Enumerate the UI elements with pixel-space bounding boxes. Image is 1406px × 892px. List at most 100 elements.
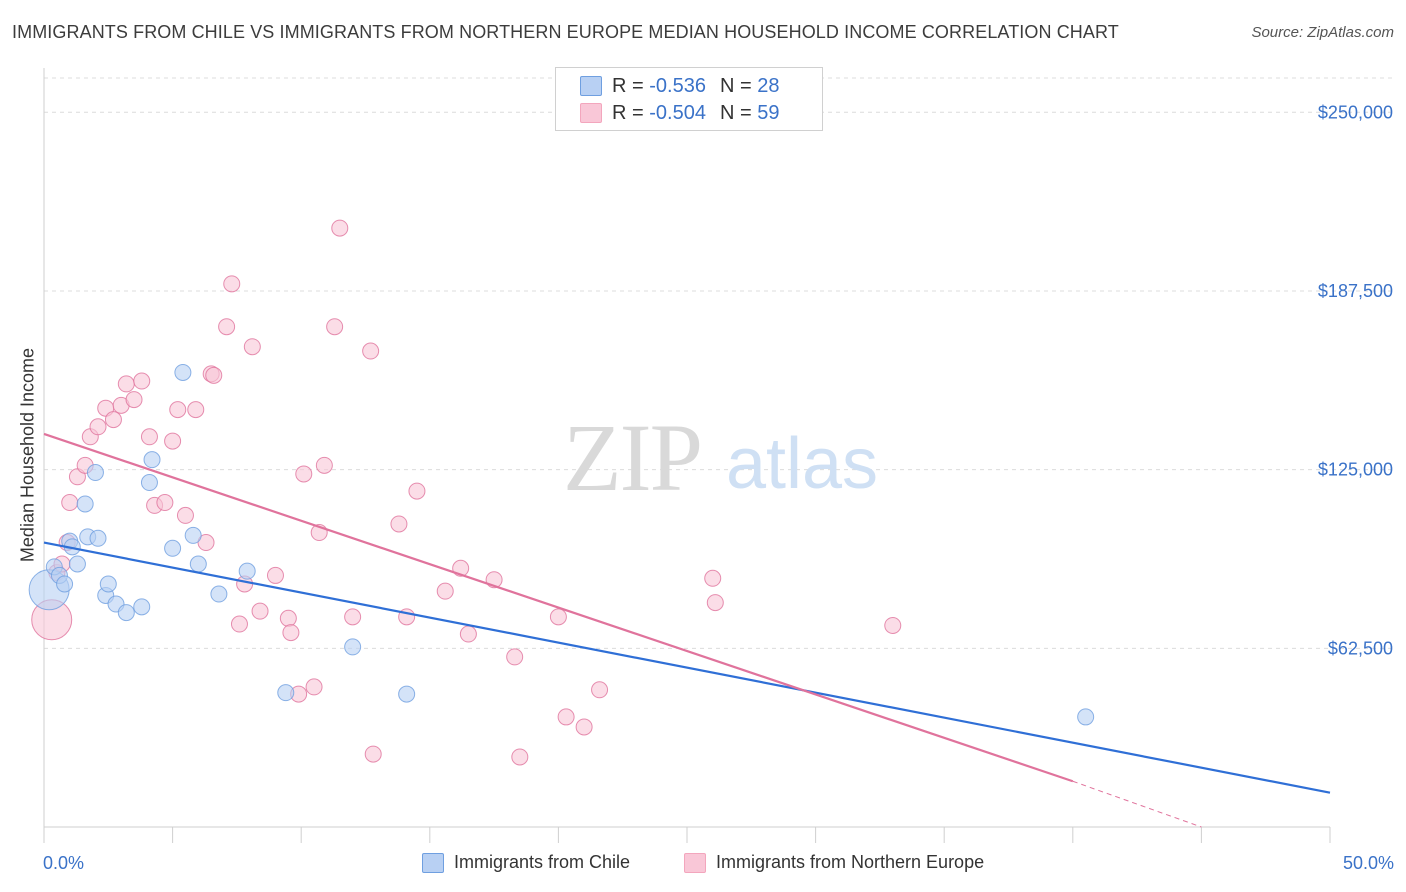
data-point (436, 582, 454, 600)
x-axis (43, 68, 1331, 843)
data-point (164, 432, 182, 450)
data-point (243, 338, 261, 356)
data-point (344, 608, 362, 626)
data-point (344, 638, 362, 656)
data-point (277, 684, 295, 702)
trend-line (43, 432, 1074, 783)
data-point (331, 219, 349, 237)
legend-item-chile[interactable]: Immigrants from Chile (422, 852, 630, 873)
series-legend: Immigrants from Chile Immigrants from No… (0, 852, 1406, 878)
legend-row-chile: R = -0.536 N = 28 (580, 73, 779, 99)
y-tick-label: $125,000 (1318, 460, 1393, 480)
data-point (133, 598, 151, 616)
data-point (884, 616, 902, 634)
data-point (549, 608, 567, 626)
data-point (86, 464, 104, 482)
data-point (704, 569, 722, 587)
data-point (223, 275, 241, 293)
data-point (315, 456, 333, 474)
data-point (117, 604, 135, 622)
watermark: ZIP atlas (563, 404, 878, 511)
data-point (459, 625, 477, 643)
data-point (76, 495, 94, 513)
data-point (99, 575, 117, 593)
data-point (117, 375, 135, 393)
data-point (282, 624, 300, 642)
legend-swatch-chile (422, 852, 444, 873)
data-point (511, 748, 529, 766)
watermark-zip: ZIP (563, 404, 701, 511)
data-point (706, 594, 724, 612)
data-point (174, 363, 192, 381)
data-point (364, 745, 382, 763)
data-point (238, 562, 256, 580)
data-point (362, 342, 380, 360)
legend-swatch-northern-europe (684, 852, 706, 873)
legend-swatch-northern-europe (580, 103, 602, 123)
data-point (156, 494, 174, 512)
data-point (210, 585, 228, 603)
data-point (189, 555, 207, 573)
trend-line-extension (1072, 780, 1202, 828)
legend-r-label: R = (612, 74, 644, 97)
data-point (305, 678, 323, 696)
y-tick-label: $250,000 (1318, 102, 1393, 122)
data-point (279, 609, 297, 627)
data-point (295, 465, 313, 483)
data-point (89, 529, 107, 547)
legend-swatch-chile (580, 76, 602, 96)
legend-label-northern-europe: Immigrants from Northern Europe (716, 852, 985, 872)
legend-n-label: N = (719, 101, 752, 124)
y-tick-label: $187,500 (1318, 281, 1393, 301)
watermark-atlas: atlas (726, 424, 878, 504)
data-point (140, 428, 158, 446)
data-point (266, 566, 284, 584)
data-point (164, 539, 182, 557)
data-point (575, 718, 593, 736)
data-point (143, 451, 161, 469)
data-point (104, 411, 122, 429)
data-point (187, 401, 205, 419)
chart-title: IMMIGRANTS FROM CHILE VS IMMIGRANTS FROM… (12, 22, 1119, 42)
x-max-label: 50.0% (1342, 853, 1394, 873)
y-axis-title: Median Household Income (17, 347, 38, 563)
x-min-label: 0.0% (43, 853, 85, 873)
data-point (197, 534, 215, 552)
data-point (326, 318, 344, 336)
data-point (205, 366, 223, 384)
data-point (61, 494, 79, 512)
legend-r-value: -0.536 (649, 74, 706, 97)
data-point (251, 602, 269, 620)
data-point (591, 681, 609, 699)
data-point (408, 482, 426, 500)
y-tick-label: $62,500 (1328, 638, 1393, 658)
data-point (169, 401, 187, 419)
data-point (176, 506, 194, 524)
data-point (1077, 708, 1095, 726)
data-point (89, 418, 107, 436)
data-point (390, 515, 408, 533)
legend-r-value: -0.504 (649, 101, 706, 124)
data-point (140, 474, 158, 492)
legend-r-label: R = (612, 101, 644, 124)
data-point (218, 318, 236, 336)
legend-n-label: N = (719, 74, 752, 97)
data-point (56, 575, 74, 593)
legend-label-chile: Immigrants from Chile (454, 852, 631, 872)
data-point (557, 708, 575, 726)
y-tick-labels: $250,000 $187,500 $125,000 $62,500 (1318, 102, 1393, 658)
legend-n-value: 28 (757, 74, 780, 97)
data-point (125, 391, 143, 409)
data-point (506, 648, 524, 666)
trend-line (43, 541, 1331, 794)
data-point (133, 372, 151, 390)
data-point (398, 685, 416, 703)
legend-row-northern-europe: R = -0.504 N = 59 (580, 100, 779, 126)
data-point (184, 526, 202, 544)
data-point (68, 555, 86, 573)
data-point (230, 615, 248, 633)
trend-lines (43, 432, 1331, 828)
legend-item-northern-europe[interactable]: Immigrants from Northern Europe (684, 852, 984, 873)
stats-legend: R = -0.536 N = 28 R = -0.504 N = 59 (555, 67, 823, 131)
